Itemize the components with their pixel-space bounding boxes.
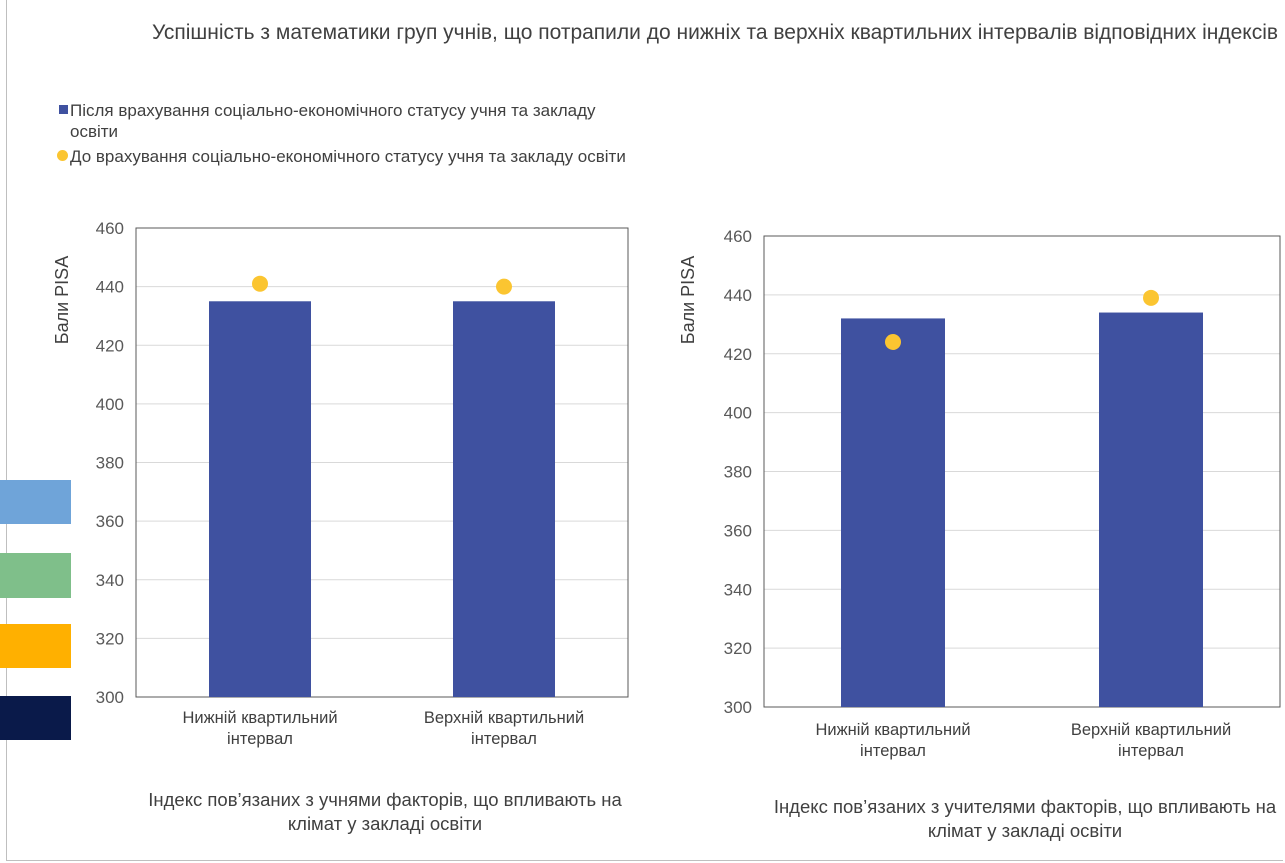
y-tick-label: 360 (96, 512, 124, 531)
bar (1099, 312, 1203, 707)
y-tick-label: 440 (724, 286, 752, 305)
legend-item-before: До врахування соціально-економічного ста… (56, 146, 630, 167)
y-tick-label: 420 (724, 345, 752, 364)
caption-right: Індекс пов’язаних з учителями факторів, … (773, 796, 1277, 841)
y-tick-label: 360 (724, 521, 752, 540)
plot-area-border (135, 227, 629, 698)
x-category-label: інтервал (227, 730, 293, 748)
x-category-label: Нижній квартильний (815, 721, 970, 739)
point (885, 333, 901, 350)
bar (209, 301, 311, 697)
caption-left: Індекс пов’язаних з учнями факторів, що … (148, 789, 622, 834)
side-block-blue (0, 480, 71, 524)
x-category-label: інтервал (860, 742, 926, 760)
legend-label-before: До врахування соціально-економічного ста… (70, 147, 626, 166)
bar (453, 301, 555, 697)
y-tick-label: 380 (724, 463, 752, 482)
plot-area-border (763, 235, 1281, 708)
chart-title: Успішність з математики груп учнів, що п… (151, 21, 1279, 44)
side-block-navy (0, 696, 71, 740)
side-block-green (0, 553, 71, 598)
x-category-label: інтервал (471, 730, 537, 748)
y-tick-label: 300 (96, 688, 124, 707)
chart-frame (6, 0, 1283, 861)
y-tick-label: 320 (96, 629, 124, 648)
y-tick-label: 320 (724, 639, 752, 658)
y-tick-label: 300 (724, 698, 752, 717)
y-tick-label: 400 (724, 404, 752, 423)
y-tick-label: 420 (96, 336, 124, 355)
legend-bar-swatch (59, 105, 68, 114)
point (252, 275, 268, 292)
y-tick-label: 460 (96, 219, 124, 238)
x-category-label: інтервал (1118, 742, 1184, 760)
legend-label-after: Після врахування соціально-економічного … (70, 101, 596, 141)
point (1143, 289, 1159, 306)
legend-dot-swatch (57, 150, 68, 161)
y-tick-label: 440 (96, 278, 124, 297)
bar (841, 318, 945, 707)
y-tick-label: 340 (96, 571, 124, 590)
y-tick-label: 460 (724, 227, 752, 246)
point (496, 278, 512, 295)
y-axis-label: Бали PISA (52, 256, 72, 344)
x-category-label: Верхній квартильний (424, 709, 584, 727)
side-block-orange (0, 624, 71, 668)
legend-item-after: Після врахування соціально-економічного … (56, 100, 630, 142)
y-tick-label: 340 (724, 580, 752, 599)
y-axis-label: Бали PISA (678, 256, 698, 344)
x-category-label: Верхній квартильний (1071, 721, 1231, 739)
y-tick-label: 400 (96, 395, 124, 414)
x-category-label: Нижній квартильний (182, 709, 337, 727)
y-tick-label: 380 (96, 454, 124, 473)
